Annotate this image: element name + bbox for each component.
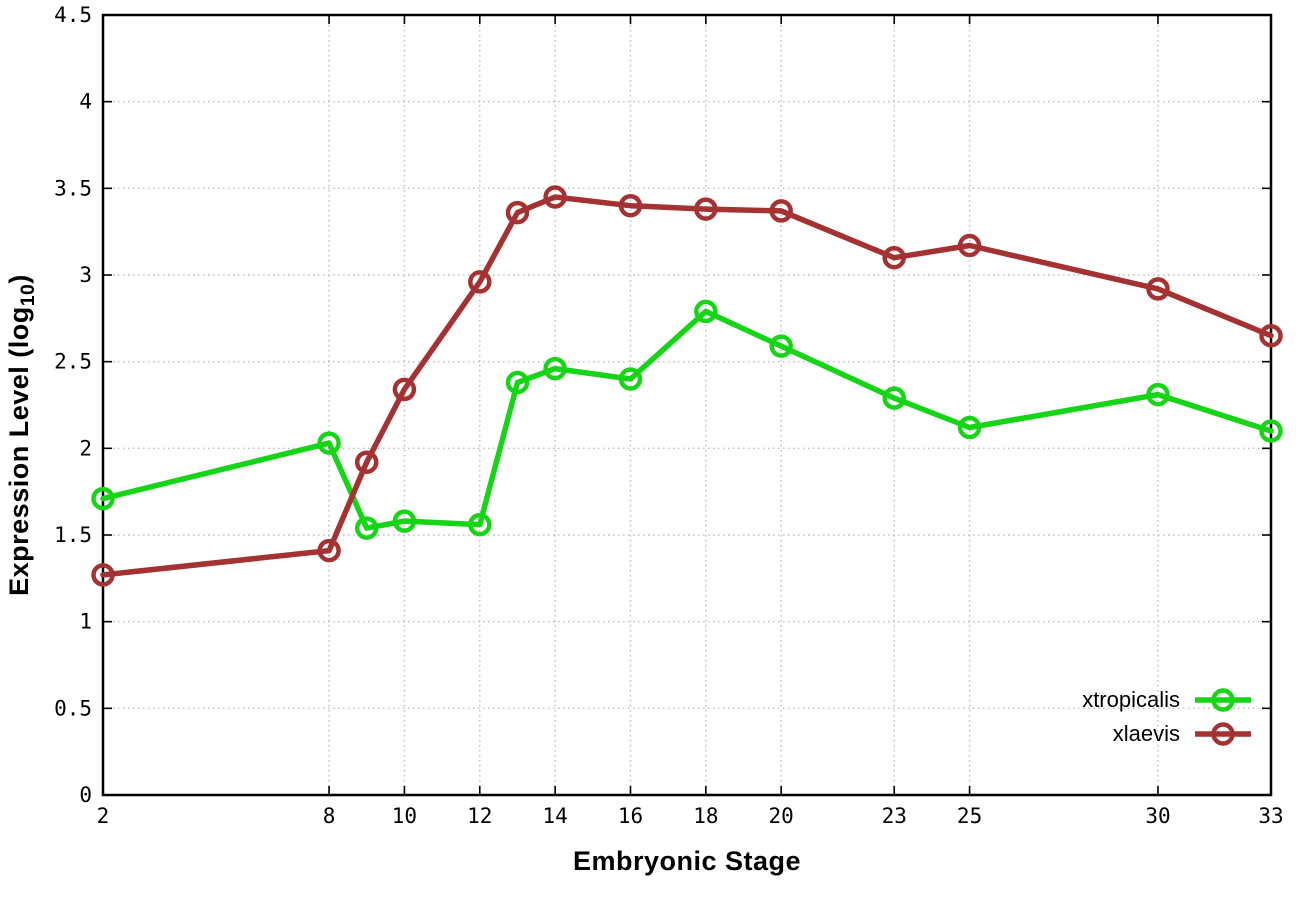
- data-point-marker-xlaevis: [769, 199, 793, 223]
- x-tick-label: 10: [392, 804, 417, 828]
- x-tick-label: 20: [769, 804, 794, 828]
- legend-item-xlaevis: xlaevis: [1082, 717, 1254, 751]
- legend-marker-xlaevis-icon: [1195, 722, 1251, 746]
- series-line-xtropicalis: [100, 308, 1274, 531]
- x-tick-label: 2: [97, 804, 110, 828]
- data-point-marker-xtropicalis: [882, 386, 906, 410]
- legend-marker-xtropicalis-icon: [1195, 688, 1251, 712]
- data-point-marker-xtropicalis: [957, 415, 982, 440]
- data-point-marker-xlaevis: [957, 233, 982, 258]
- data-point-marker-xlaevis: [91, 563, 115, 587]
- y-tick-label: 4.5: [54, 3, 92, 27]
- y-tick-label: 1.5: [54, 523, 92, 547]
- data-point-marker-xlaevis: [618, 193, 643, 218]
- data-point-marker-xtropicalis: [505, 370, 530, 395]
- y-axis-title-text: Expression Level (log: [3, 306, 34, 596]
- y-axis-title: Expression Level (log10): [4, 274, 40, 596]
- legend: xtropicalis xlaevis: [1082, 683, 1254, 751]
- data-point-marker-xtropicalis: [392, 509, 417, 533]
- y-tick-label: 3.5: [54, 176, 92, 200]
- plot-border: [101, 13, 1273, 797]
- data-point-marker-xtropicalis: [317, 431, 341, 455]
- data-point-marker-xlaevis: [317, 538, 341, 563]
- y-tick-label: 2: [79, 436, 92, 460]
- y-tick-label: 1: [79, 610, 92, 634]
- legend-label-xlaevis: xlaevis: [1112, 721, 1180, 746]
- y-axis-title-close-paren: ): [3, 274, 34, 284]
- x-tick-label: 12: [467, 804, 492, 828]
- data-point-marker-xlaevis: [468, 270, 492, 294]
- data-point-marker-xtropicalis: [1259, 419, 1283, 443]
- data-point-marker-xtropicalis: [1146, 382, 1170, 407]
- data-point-marker-xlaevis: [1259, 323, 1283, 348]
- y-axis-title-subscript: 10: [17, 283, 40, 307]
- x-tick-label: 18: [693, 804, 718, 828]
- x-tick-label: 23: [882, 804, 907, 828]
- y-tick-label: 3: [79, 263, 92, 287]
- data-point-marker-xlaevis: [694, 197, 718, 221]
- x-tick-label: 25: [957, 804, 982, 828]
- legend-label-xtropicalis: xtropicalis: [1082, 687, 1180, 712]
- data-point-marker-xtropicalis: [618, 367, 643, 391]
- data-point-marker-xlaevis: [543, 185, 567, 209]
- x-tick-label: 30: [1145, 804, 1170, 828]
- x-tick-label: 14: [542, 804, 567, 828]
- series-line-xlaevis: [100, 194, 1274, 578]
- data-point-marker-xlaevis: [354, 450, 379, 474]
- data-point-marker-xlaevis: [1146, 277, 1170, 301]
- x-tick-label: 16: [618, 804, 643, 828]
- data-point-marker-xlaevis: [505, 200, 530, 225]
- data-point-marker-xtropicalis: [468, 512, 492, 537]
- x-tick-label: 33: [1258, 804, 1283, 828]
- data-point-marker-xlaevis: [882, 245, 906, 270]
- data-point-marker-xtropicalis: [769, 334, 793, 358]
- data-point-marker-xtropicalis: [91, 486, 115, 511]
- x-tick-label: 8: [323, 804, 336, 828]
- legend-item-xtropicalis: xtropicalis: [1082, 683, 1254, 717]
- x-axis-title: Embryonic Stage: [572, 846, 802, 876]
- y-tick-label: 0: [79, 783, 92, 807]
- y-tick-label: 2.5: [54, 350, 92, 374]
- y-tick-label: 4: [79, 90, 92, 114]
- data-point-marker-xtropicalis: [354, 516, 379, 540]
- data-point-marker-xlaevis: [392, 377, 417, 402]
- data-point-marker-xtropicalis: [543, 356, 567, 381]
- y-tick-label: 0.5: [54, 696, 92, 720]
- data-point-marker-xtropicalis: [694, 299, 718, 324]
